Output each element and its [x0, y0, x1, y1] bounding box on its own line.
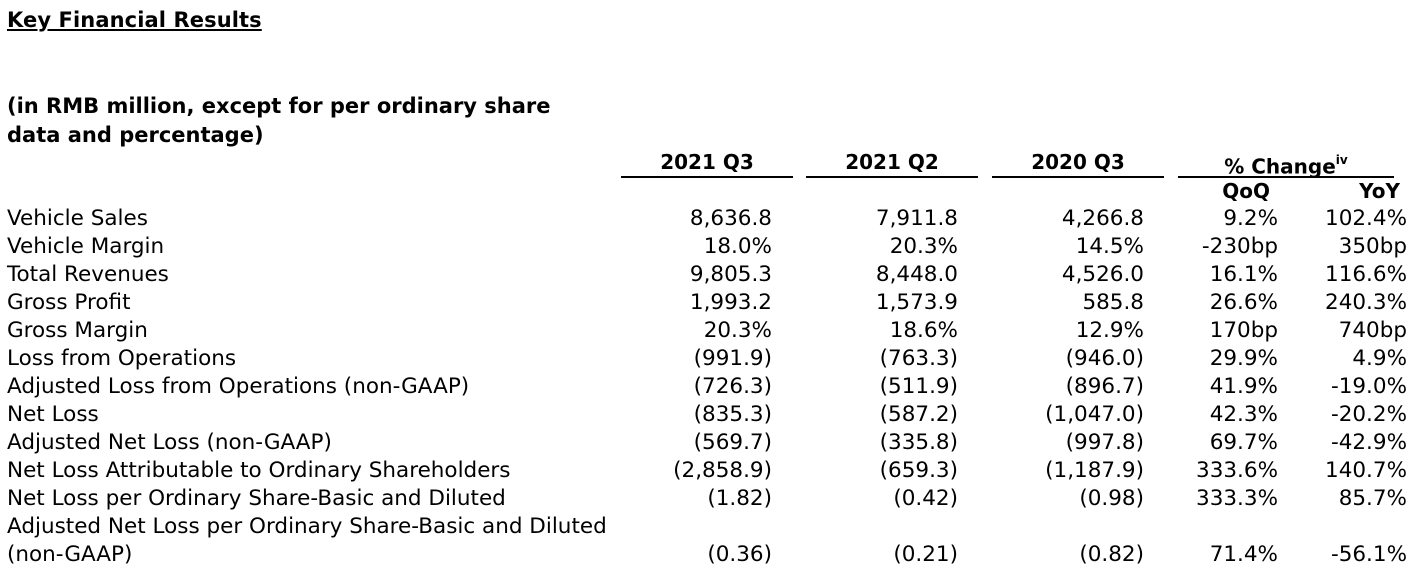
table-row: Gross Margin 20.3% 18.6% 12.9% 170bp 740bp: [0, 317, 1420, 345]
cell-qoq: 71.4%: [1209, 542, 1278, 567]
cell-yoy: 350bp: [1338, 234, 1407, 259]
cell-q2-2021: (0.21): [893, 542, 958, 567]
table-row: Total Revenues 9,805.3 8,448.0 4,526.0 16.1%…: [0, 261, 1420, 289]
cell-q3-2020: (997.8): [1065, 430, 1144, 455]
table-row: Adjusted Net Loss per Ordinary Share-Bas…: [0, 513, 1420, 569]
cell-q2-2021: 1,573.9: [875, 290, 958, 315]
cell-qoq: 170bp: [1209, 318, 1278, 343]
cell-q2-2021: 18.6%: [889, 318, 958, 343]
cell-qoq: -230bp: [1201, 234, 1278, 259]
column-header-2021-q2: 2021 Q2: [806, 150, 978, 178]
cell-q2-2021: (335.8): [879, 430, 958, 455]
cell-q3-2021: (726.3): [693, 374, 772, 399]
row-label: Net Loss: [7, 402, 99, 427]
cell-q2-2021: (0.42): [893, 486, 958, 511]
table-row: Net Loss Attributable to Ordinary Shareh…: [0, 457, 1420, 485]
row-label: Net Loss per Ordinary Share-Basic and Di…: [7, 486, 506, 511]
cell-qoq: 41.9%: [1209, 374, 1278, 399]
row-label: Loss from Operations: [7, 346, 237, 371]
cell-q3-2020: 4,526.0: [1061, 262, 1144, 287]
cell-qoq: 333.3%: [1196, 486, 1278, 511]
footnote-marker: iv: [1335, 153, 1348, 167]
table-row: Loss from Operations (991.9) (763.3) (946.0…: [0, 345, 1420, 373]
row-label: Vehicle Margin: [7, 234, 165, 259]
cell-yoy: 240.3%: [1325, 290, 1407, 315]
row-label: Total Revenues: [7, 262, 169, 287]
cell-q2-2021: 8,448.0: [875, 262, 958, 287]
cell-yoy: -20.2%: [1330, 402, 1407, 427]
cell-q3-2021: (1.82): [707, 486, 772, 511]
row-label: Adjusted Net Loss (non-GAAP): [7, 430, 332, 455]
column-header-yoy: YoY: [1359, 179, 1400, 203]
cell-q2-2021: (511.9): [879, 374, 958, 399]
cell-q3-2020: (946.0): [1065, 346, 1144, 371]
cell-q3-2021: 8,636.8: [689, 206, 772, 231]
cell-q3-2021: 1,993.2: [689, 290, 772, 315]
table-row: Gross Profit 1,993.2 1,573.9 585.8 26.6% 240.…: [0, 289, 1420, 317]
cell-q2-2021: (659.3): [879, 458, 958, 483]
row-label: Adjusted Net Loss per Ordinary Share-Bas…: [7, 514, 607, 567]
cell-q3-2021: (0.36): [707, 542, 772, 567]
cell-q3-2020: (0.98): [1079, 486, 1144, 511]
table-row: Adjusted Net Loss (non-GAAP) (569.7) (335.…: [0, 429, 1420, 457]
cell-q3-2020: 585.8: [1082, 290, 1144, 315]
cell-q3-2020: (896.7): [1065, 374, 1144, 399]
cell-q3-2021: 9,805.3: [689, 262, 772, 287]
column-header-2021-q3: 2021 Q3: [621, 150, 793, 178]
cell-yoy: 4.9%: [1352, 346, 1407, 371]
cell-qoq: 69.7%: [1209, 430, 1278, 455]
cell-qoq: 42.3%: [1209, 402, 1278, 427]
table-row: Vehicle Margin 18.0% 20.3% 14.5% -230bp 350bp: [0, 233, 1420, 261]
cell-q3-2020: (0.82): [1079, 542, 1144, 567]
cell-yoy: 102.4%: [1325, 206, 1407, 231]
cell-q3-2021: (569.7): [693, 430, 772, 455]
table-row: Net Loss per Ordinary Share-Basic and Di…: [0, 485, 1420, 513]
cell-q2-2021: 20.3%: [889, 234, 958, 259]
row-label: Gross Margin: [7, 318, 148, 343]
cell-q2-2021: (587.2): [879, 402, 958, 427]
cell-yoy: 116.6%: [1325, 262, 1407, 287]
cell-q3-2021: (991.9): [693, 346, 772, 371]
table-row: Vehicle Sales 8,636.8 7,911.8 4,266.8 9.2% 10…: [0, 205, 1420, 233]
cell-q3-2021: 20.3%: [703, 318, 772, 343]
column-header-2020-q3: 2020 Q3: [992, 150, 1164, 178]
cell-qoq: 29.9%: [1209, 346, 1278, 371]
cell-q3-2020: 14.5%: [1075, 234, 1144, 259]
column-header-qoq: QoQ: [1222, 179, 1270, 203]
page-title: Key Financial Results: [7, 8, 262, 32]
percent-change-label: % Change: [1224, 154, 1336, 179]
cell-q2-2021: 7,911.8: [875, 206, 958, 231]
cell-yoy: 85.7%: [1338, 486, 1407, 511]
cell-yoy: -56.1%: [1330, 542, 1407, 567]
row-label: Net Loss Attributable to Ordinary Shareh…: [7, 458, 511, 483]
cell-q3-2020: 4,266.8: [1061, 206, 1144, 231]
cell-qoq: 16.1%: [1209, 262, 1278, 287]
cell-qoq: 26.6%: [1209, 290, 1278, 315]
cell-qoq: 333.6%: [1196, 458, 1278, 483]
column-header-percent-change: % Changeiv: [1178, 150, 1394, 179]
financial-results-table: Vehicle Sales 8,636.8 7,911.8 4,266.8 9.2% 10…: [0, 205, 1420, 569]
cell-q3-2020: (1,187.9): [1045, 458, 1144, 483]
cell-q3-2020: 12.9%: [1075, 318, 1144, 343]
cell-yoy: 740bp: [1338, 318, 1407, 343]
cell-q3-2021: (835.3): [693, 402, 772, 427]
table-unit-note: (in RMB million, except for per ordinary…: [7, 94, 551, 147]
row-label: Adjusted Loss from Operations (non-GAAP): [7, 374, 470, 399]
table-row: Adjusted Loss from Operations (non-GAAP)…: [0, 373, 1420, 401]
cell-q3-2021: (2,858.9): [673, 458, 772, 483]
table-row: Net Loss (835.3) (587.2) (1,047.0) 42.3% -20.…: [0, 401, 1420, 429]
cell-qoq: 9.2%: [1223, 206, 1278, 231]
cell-q3-2021: 18.0%: [703, 234, 772, 259]
row-label: Vehicle Sales: [7, 206, 148, 231]
cell-q3-2020: (1,047.0): [1045, 402, 1144, 427]
row-label: Gross Profit: [7, 290, 131, 315]
cell-yoy: 140.7%: [1325, 458, 1407, 483]
cell-q2-2021: (763.3): [879, 346, 958, 371]
cell-yoy: -42.9%: [1330, 430, 1407, 455]
cell-yoy: -19.0%: [1330, 374, 1407, 399]
